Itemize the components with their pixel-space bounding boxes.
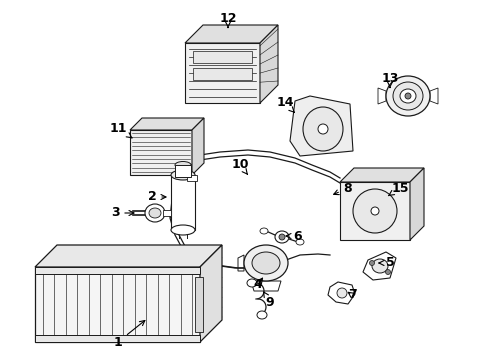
Polygon shape	[192, 118, 204, 175]
Ellipse shape	[393, 82, 423, 110]
Text: 15: 15	[389, 181, 409, 196]
Ellipse shape	[244, 245, 288, 281]
Ellipse shape	[405, 93, 411, 99]
Polygon shape	[35, 245, 222, 267]
Polygon shape	[410, 168, 424, 240]
Text: 1: 1	[114, 320, 145, 348]
Text: 13: 13	[381, 72, 399, 87]
Polygon shape	[238, 255, 244, 271]
Ellipse shape	[296, 239, 304, 245]
Bar	[193, 68, 252, 80]
Polygon shape	[328, 282, 355, 304]
Ellipse shape	[386, 76, 430, 116]
Polygon shape	[378, 88, 386, 104]
Bar	[187, 175, 197, 181]
Polygon shape	[130, 118, 204, 130]
Polygon shape	[200, 245, 222, 342]
Polygon shape	[185, 25, 278, 43]
Ellipse shape	[353, 189, 397, 233]
Ellipse shape	[149, 208, 161, 218]
Polygon shape	[340, 168, 424, 182]
Polygon shape	[130, 130, 192, 175]
Polygon shape	[260, 25, 278, 103]
Polygon shape	[340, 182, 410, 240]
Ellipse shape	[372, 259, 388, 273]
Ellipse shape	[252, 252, 280, 274]
Bar	[35, 267, 200, 274]
Ellipse shape	[279, 234, 285, 240]
Text: 9: 9	[264, 292, 274, 309]
Ellipse shape	[386, 270, 391, 274]
Ellipse shape	[257, 311, 267, 319]
Bar	[163, 210, 171, 216]
Polygon shape	[35, 267, 200, 342]
Ellipse shape	[247, 279, 257, 287]
Ellipse shape	[260, 228, 268, 234]
Bar	[193, 51, 252, 63]
Text: 14: 14	[276, 96, 294, 112]
Bar	[175, 165, 191, 177]
Polygon shape	[290, 96, 353, 156]
Polygon shape	[430, 88, 438, 104]
Text: 12: 12	[219, 12, 237, 27]
Ellipse shape	[369, 261, 374, 266]
Text: 6: 6	[286, 230, 302, 243]
Ellipse shape	[371, 207, 379, 215]
Text: 5: 5	[379, 256, 394, 270]
Ellipse shape	[303, 107, 343, 151]
Bar	[171, 175, 195, 230]
Text: 4: 4	[254, 278, 263, 291]
Ellipse shape	[400, 89, 416, 103]
Ellipse shape	[171, 225, 195, 235]
Text: 8: 8	[334, 181, 352, 195]
Text: 7: 7	[347, 288, 356, 302]
Polygon shape	[363, 252, 396, 280]
Text: 10: 10	[231, 158, 249, 174]
Polygon shape	[251, 281, 281, 291]
Ellipse shape	[175, 162, 191, 168]
Text: 3: 3	[111, 207, 134, 220]
Ellipse shape	[318, 124, 328, 134]
Text: 2: 2	[147, 190, 166, 203]
Ellipse shape	[145, 204, 165, 222]
Polygon shape	[185, 43, 260, 103]
Ellipse shape	[275, 231, 289, 243]
Ellipse shape	[337, 288, 347, 298]
Text: 11: 11	[109, 122, 132, 138]
Bar	[35, 335, 200, 342]
Bar	[195, 277, 203, 332]
Ellipse shape	[171, 170, 195, 180]
